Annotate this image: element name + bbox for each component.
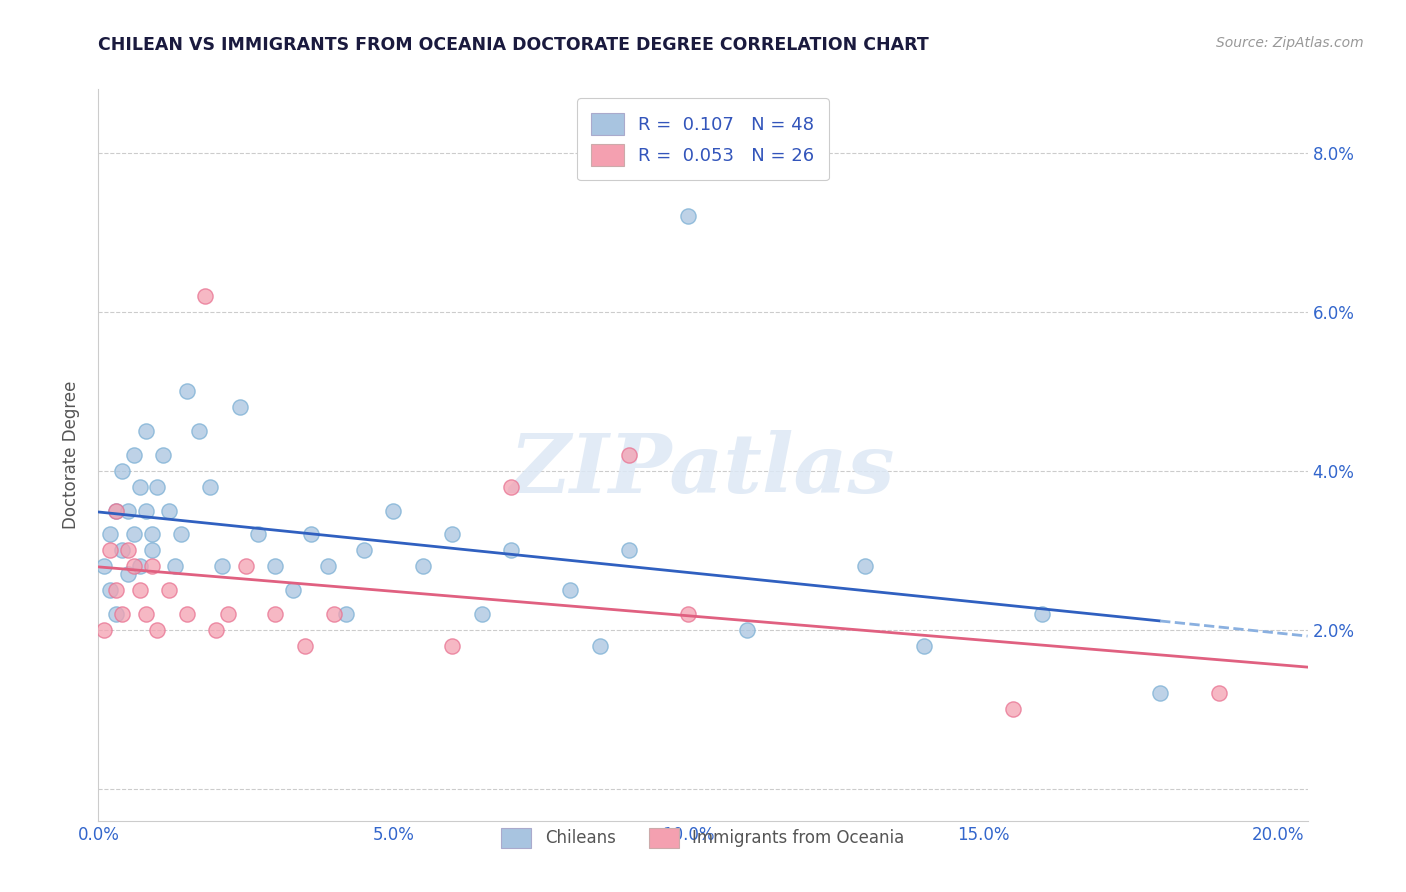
Point [229, 401, 252, 415]
Point [205, 623, 228, 637]
Point [176, 384, 198, 399]
Point [200, 480, 222, 494]
Point [157, 503, 180, 517]
Point [135, 424, 157, 438]
Point [194, 289, 217, 303]
Point [412, 559, 434, 574]
Point [141, 559, 163, 574]
Point [128, 480, 150, 494]
Point [235, 559, 257, 574]
Point [170, 527, 193, 541]
Point [187, 424, 209, 438]
Point [1001, 702, 1024, 716]
Point [217, 607, 239, 621]
Point [117, 543, 139, 558]
Point [111, 543, 134, 558]
Point [501, 480, 523, 494]
Point [111, 607, 134, 621]
Point [146, 623, 169, 637]
Point [619, 543, 641, 558]
Point [157, 583, 180, 598]
Point [111, 464, 134, 478]
Point [264, 559, 287, 574]
Text: CHILEAN VS IMMIGRANTS FROM OCEANIA DOCTORATE DEGREE CORRELATION CHART: CHILEAN VS IMMIGRANTS FROM OCEANIA DOCTO… [98, 36, 929, 54]
Point [152, 448, 174, 462]
Point [1208, 686, 1230, 700]
Point [105, 607, 128, 621]
Point [299, 527, 322, 541]
Point [105, 503, 128, 517]
Point [146, 480, 169, 494]
Point [353, 543, 375, 558]
Point [135, 503, 157, 517]
Point [560, 583, 582, 598]
Point [678, 607, 700, 621]
Point [323, 607, 346, 621]
Point [382, 503, 405, 517]
Y-axis label: Doctorate Degree: Doctorate Degree [62, 381, 80, 529]
Point [141, 527, 163, 541]
Point [93, 559, 115, 574]
Point [1149, 686, 1171, 700]
Point [211, 559, 233, 574]
Point [264, 607, 287, 621]
Point [165, 559, 187, 574]
Point [122, 448, 145, 462]
Point [93, 623, 115, 637]
Point [128, 583, 150, 598]
Point [678, 210, 700, 224]
Point [441, 527, 464, 541]
Point [1031, 607, 1053, 621]
Point [853, 559, 876, 574]
Text: Source: ZipAtlas.com: Source: ZipAtlas.com [1216, 36, 1364, 50]
Point [122, 527, 145, 541]
Point [135, 607, 157, 621]
Text: ZIPatlas: ZIPatlas [510, 430, 896, 509]
Point [176, 607, 198, 621]
Point [117, 567, 139, 582]
Point [98, 543, 121, 558]
Point [471, 607, 494, 621]
Legend: Chileans, Immigrants from Oceania: Chileans, Immigrants from Oceania [494, 819, 912, 856]
Point [589, 639, 612, 653]
Point [912, 639, 935, 653]
Point [281, 583, 304, 598]
Point [735, 623, 758, 637]
Point [128, 559, 150, 574]
Point [105, 503, 128, 517]
Point [619, 448, 641, 462]
Point [98, 527, 121, 541]
Point [122, 559, 145, 574]
Point [294, 639, 316, 653]
Point [441, 639, 464, 653]
Point [117, 503, 139, 517]
Point [318, 559, 340, 574]
Point [105, 583, 128, 598]
Point [501, 543, 523, 558]
Point [98, 583, 121, 598]
Point [246, 527, 269, 541]
Point [141, 543, 163, 558]
Point [335, 607, 357, 621]
